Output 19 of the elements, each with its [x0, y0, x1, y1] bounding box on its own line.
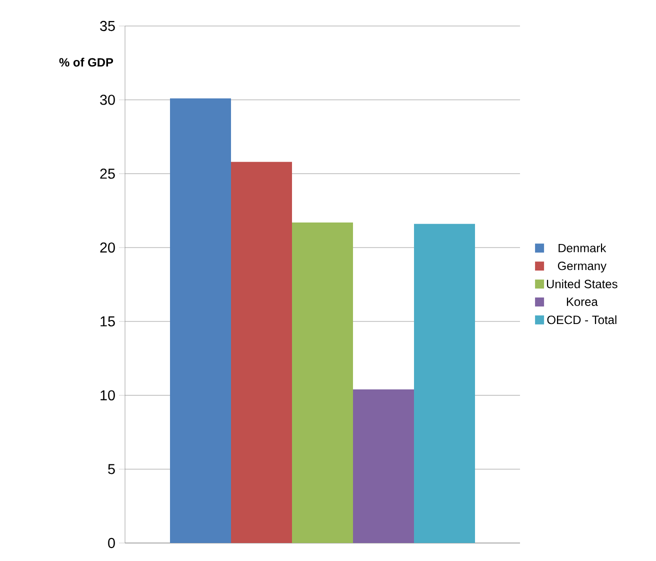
legend-label: Korea	[566, 298, 598, 306]
y-tick-label: 20	[100, 242, 115, 253]
bar	[414, 224, 476, 543]
y-tick-label: 25	[100, 168, 115, 179]
legend-label: OECD - Total	[547, 315, 616, 324]
y-tick-label: 35	[100, 20, 115, 32]
y-tick-label: 15	[100, 316, 115, 326]
bar	[231, 162, 292, 543]
y-tick-label: 30	[100, 94, 115, 105]
legend-label: Germany	[558, 262, 606, 272]
y-tick-label: 5	[108, 464, 115, 474]
legend-label: Denmark	[558, 244, 606, 252]
legend-label: United States	[546, 279, 618, 288]
bar	[353, 389, 414, 543]
bar	[170, 98, 232, 543]
y-axis-title: % of GDP	[59, 58, 114, 67]
y-tick-label: 0	[108, 538, 115, 548]
bar	[292, 222, 354, 543]
y-tick-label: 10	[100, 390, 115, 400]
